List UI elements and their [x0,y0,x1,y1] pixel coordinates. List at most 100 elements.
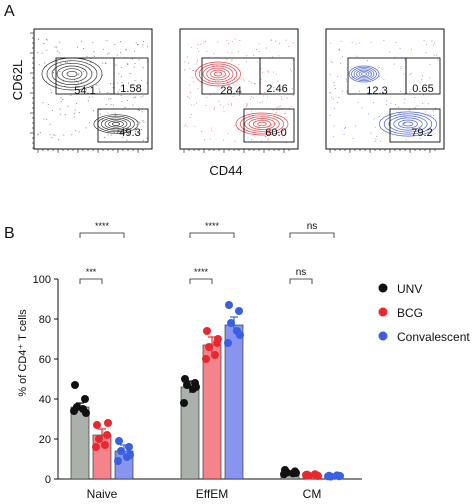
event-dot [137,86,139,88]
event-dot [41,52,43,54]
event-dot [373,118,375,120]
event-dot [333,125,335,127]
significance-bracket [289,278,313,284]
event-dot [386,100,388,102]
event-dot [281,98,283,100]
contour-line [46,60,98,88]
event-dot [410,48,413,50]
event-dot [137,132,139,135]
contour-line [100,117,132,131]
event-dot [198,50,200,52]
category-label-effem: EffEM [196,487,228,501]
gate-value-lower-right: 79.2 [411,127,432,139]
event-dot [51,109,53,112]
event-dot [286,97,288,99]
event-dot [227,86,229,88]
event-dot [81,40,83,42]
event-dot [138,110,141,112]
event-dot [77,82,79,84]
event-dot [355,43,357,45]
event-dot [329,74,331,76]
event-dot [400,65,402,68]
data-point [292,469,300,477]
contour-line [56,65,88,83]
event-dot [190,114,192,116]
event-dot [107,53,109,55]
gate-value-upper-left: 28.4 [220,85,241,97]
event-dot [409,109,411,111]
event-dot [186,125,188,127]
event-dot [333,107,336,110]
event-dot [193,81,195,83]
event-dot [267,70,269,72]
event-dot [230,104,233,106]
data-point [236,331,244,339]
gate-cd44-hi-cd62l-lo [389,108,441,143]
event-dot [260,67,262,70]
event-dot [333,84,335,86]
event-dot [427,103,429,105]
event-dot [137,109,139,111]
event-dot [37,52,39,54]
event-dot [146,46,148,48]
event-dot [129,73,131,75]
event-dot [245,105,248,107]
event-dot [193,104,195,106]
event-dot [189,92,191,94]
event-dot [142,120,144,122]
event-dot [122,136,124,138]
event-dot [329,92,331,94]
event-dot [267,71,270,73]
event-dot [336,75,338,77]
event-dot [353,76,355,78]
event-dot [120,76,122,78]
event-dot [245,61,247,63]
event-dot [90,62,92,64]
data-point [126,451,134,459]
event-dot [337,101,339,104]
contour-line [213,71,223,77]
event-dot [236,84,238,86]
event-dot [108,52,110,54]
data-point [104,419,112,427]
event-dot [390,102,392,105]
event-dot [49,123,51,125]
gate-value-upper-right: 2.46 [266,83,287,95]
event-dot [53,72,55,74]
flow-plot-frame [33,28,153,150]
event-dot [252,97,254,99]
event-dot [134,62,136,65]
contour-line [206,67,230,81]
event-dot [65,61,67,63]
event-dot [132,104,134,106]
event-dot [227,132,229,135]
event-dot [142,95,144,97]
contour-line [402,121,414,127]
gate-value-lower-right: 49.3 [119,127,140,139]
event-dot [237,51,239,53]
event-dot [395,41,397,44]
contour-line [210,69,226,79]
event-dot [403,73,405,75]
event-dot [213,53,215,55]
contour-line [348,65,380,83]
event-dot [259,102,261,104]
event-dot [383,39,385,41]
event-dot [191,76,193,78]
significance-label: **** [194,267,209,277]
event-dot [344,127,347,129]
event-dot [232,83,234,85]
gate-value-upper-left: 12.3 [366,85,387,97]
event-dot [78,73,80,75]
event-dot [112,104,114,106]
data-point [336,472,344,480]
event-dot [246,55,248,57]
event-dot [243,80,245,82]
contour-line [356,69,372,79]
event-dot [117,91,119,93]
event-dot [366,59,369,62]
data-point [227,319,235,327]
event-dot [247,137,249,139]
legend-label-convalescent: Convalescent [397,330,470,344]
event-dot [433,115,435,117]
